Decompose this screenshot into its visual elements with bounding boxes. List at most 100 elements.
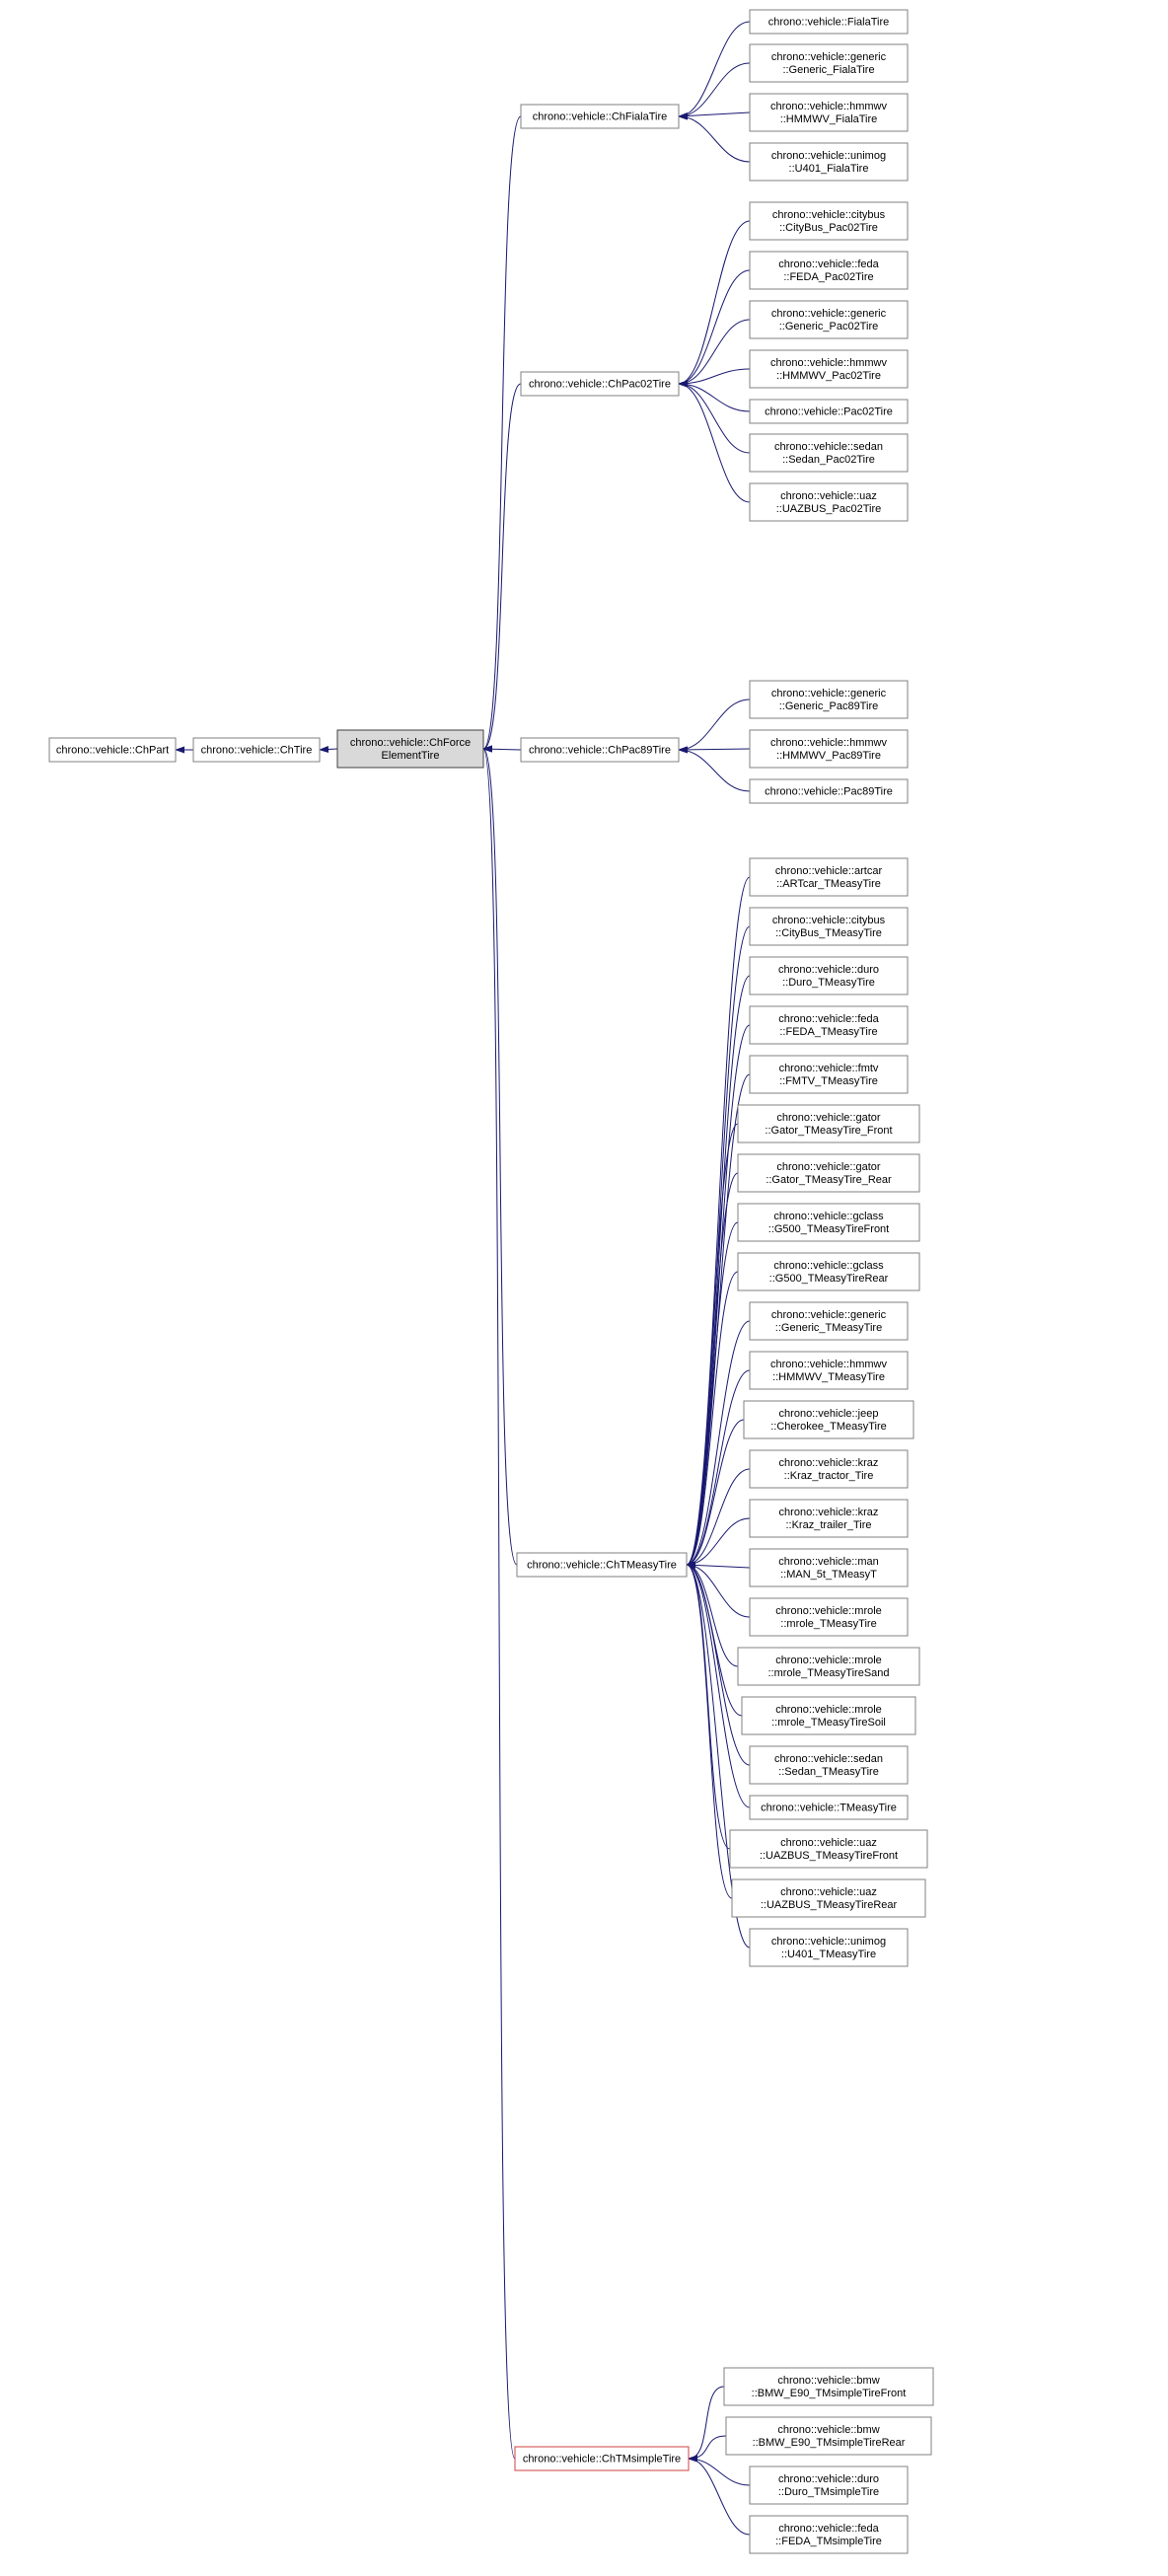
- class-node[interactable]: chrono::vehicle::mrole::mrole_TMeasyTire…: [742, 1697, 915, 1734]
- inheritance-edge: [679, 699, 750, 750]
- class-node-label: chrono::vehicle::duro: [778, 2473, 879, 2485]
- class-node-label: chrono::vehicle::duro: [778, 964, 879, 976]
- class-node-label: ::Cherokee_TMeasyTire: [770, 1421, 887, 1433]
- class-node[interactable]: chrono::vehicle::uaz::UAZBUS_Pac02Tire: [750, 483, 908, 521]
- class-node-label: chrono::vehicle::Pac02Tire: [765, 405, 893, 417]
- class-node-label: chrono::vehicle::citybus: [772, 915, 886, 926]
- class-node-label: ::CityBus_Pac02Tire: [779, 222, 878, 234]
- class-node-label: chrono::vehicle::ChPac89Tire: [529, 744, 671, 756]
- class-node[interactable]: chrono::vehicle::generic::Generic_Pac89T…: [750, 681, 908, 718]
- class-node-label: chrono::vehicle::gator: [776, 1161, 881, 1173]
- inheritance-edge: [679, 63, 750, 116]
- class-node-label: chrono::vehicle::mrole: [775, 1655, 882, 1666]
- class-node[interactable]: chrono::vehicle::fmtv::FMTV_TMeasyTire: [750, 1056, 908, 1093]
- class-node-label: ::Gator_TMeasyTire_Rear: [766, 1174, 892, 1186]
- class-node[interactable]: chrono::vehicle::ChTMeasyTire: [517, 1553, 687, 1577]
- class-node-label: chrono::vehicle::Pac89Tire: [765, 785, 893, 797]
- class-node[interactable]: chrono::vehicle::gator::Gator_TMeasyTire…: [738, 1154, 919, 1192]
- class-node[interactable]: chrono::vehicle::gator::Gator_TMeasyTire…: [738, 1105, 919, 1142]
- class-node-label: chrono::vehicle::ChFialaTire: [533, 110, 668, 122]
- class-node[interactable]: chrono::vehicle::bmw::BMW_E90_TMsimpleTi…: [724, 2368, 933, 2405]
- class-node[interactable]: chrono::vehicle::generic::Generic_TMeasy…: [750, 1302, 908, 1340]
- inheritance-edge: [679, 384, 750, 502]
- class-node[interactable]: chrono::vehicle::FialaTire: [750, 10, 908, 34]
- class-node[interactable]: chrono::vehicle::ChFialaTire: [521, 105, 679, 128]
- class-node[interactable]: chrono::vehicle::sedan::Sedan_TMeasyTire: [750, 1746, 908, 1784]
- class-node[interactable]: chrono::vehicle::Pac02Tire: [750, 400, 908, 423]
- class-node[interactable]: chrono::vehicle::mrole::mrole_TMeasyTire: [750, 1598, 908, 1636]
- class-node-label: ::Sedan_Pac02Tire: [782, 454, 875, 466]
- class-node[interactable]: chrono::vehicle::mrole::mrole_TMeasyTire…: [738, 1648, 919, 1685]
- class-node[interactable]: chrono::vehicle::sedan::Sedan_Pac02Tire: [750, 434, 908, 472]
- class-node-label: chrono::vehicle::gator: [776, 1112, 881, 1124]
- inheritance-edge: [687, 1222, 738, 1565]
- inheritance-edge: [679, 116, 750, 162]
- inheritance-edge: [483, 116, 521, 749]
- class-node-label: ::BMW_E90_TMsimpleTireRear: [753, 2437, 906, 2449]
- class-node[interactable]: chrono::vehicle::feda::FEDA_TMsimpleTire: [750, 2516, 908, 2553]
- class-node[interactable]: chrono::vehicle::duro::Duro_TMsimpleTire: [750, 2466, 908, 2504]
- class-node-label: chrono::vehicle::hmmwv: [770, 357, 887, 369]
- class-node[interactable]: chrono::vehicle::artcar::ARTcar_TMeasyTi…: [750, 858, 908, 896]
- class-node-label: chrono::vehicle::generic: [771, 51, 887, 63]
- inheritance-edge: [687, 1565, 738, 1666]
- class-node[interactable]: chrono::vehicle::ChPac02Tire: [521, 372, 679, 396]
- inheritance-edge: [679, 384, 750, 411]
- class-node-label: ::HMMWV_Pac02Tire: [776, 370, 881, 382]
- class-node[interactable]: chrono::vehicle::gclass::G500_TMeasyTire…: [738, 1204, 919, 1241]
- class-node[interactable]: chrono::vehicle::feda::FEDA_TMeasyTire: [750, 1006, 908, 1044]
- class-node-label: chrono::vehicle::ChPart: [56, 744, 169, 756]
- class-node[interactable]: chrono::vehicle::Pac89Tire: [750, 779, 908, 803]
- inheritance-edge: [679, 22, 750, 116]
- class-node-label: chrono::vehicle::ChTire: [201, 744, 313, 756]
- class-node-label: ::FEDA_TMsimpleTire: [775, 2536, 882, 2547]
- class-node[interactable]: chrono::vehicle::feda::FEDA_Pac02Tire: [750, 252, 908, 289]
- class-node-label: ::Generic_Pac02Tire: [779, 321, 878, 332]
- class-node[interactable]: chrono::vehicle::jeep::Cherokee_TMeasyTi…: [744, 1401, 913, 1438]
- class-node[interactable]: chrono::vehicle::kraz::Kraz_trailer_Tire: [750, 1500, 908, 1537]
- class-node[interactable]: chrono::vehicle::generic::Generic_FialaT…: [750, 44, 908, 82]
- class-node-label: chrono::vehicle::unimog: [771, 150, 886, 162]
- class-node[interactable]: chrono::vehicle::hmmwv::HMMWV_TMeasyTire: [750, 1352, 908, 1389]
- inheritance-edge: [679, 320, 750, 384]
- class-node[interactable]: chrono::vehicle::hmmwv::HMMWV_Pac02Tire: [750, 350, 908, 388]
- class-node[interactable]: chrono::vehicle::unimog::U401_TMeasyTire: [750, 1929, 908, 1966]
- class-node-label: ::FEDA_TMeasyTire: [779, 1026, 877, 1038]
- inheritance-edge: [679, 749, 750, 750]
- class-node[interactable]: chrono::vehicle::unimog::U401_FialaTire: [750, 143, 908, 181]
- inheritance-edge: [687, 1469, 750, 1565]
- class-node-label: chrono::vehicle::mrole: [775, 1605, 882, 1617]
- class-node[interactable]: chrono::vehicle::uaz::UAZBUS_TMeasyTireF…: [730, 1830, 927, 1868]
- class-node-label: ::FMTV_TMeasyTire: [779, 1075, 878, 1087]
- class-node-label: chrono::vehicle::uaz: [780, 1886, 877, 1898]
- class-node[interactable]: chrono::vehicle::ChForceElementTire: [337, 730, 483, 768]
- class-node[interactable]: chrono::vehicle::man::MAN_5t_TMeasyT: [750, 1549, 908, 1586]
- class-node-label: chrono::vehicle::TMeasyTire: [761, 1802, 897, 1813]
- class-node[interactable]: chrono::vehicle::citybus::CityBus_Pac02T…: [750, 202, 908, 240]
- class-node[interactable]: chrono::vehicle::duro::Duro_TMeasyTire: [750, 957, 908, 994]
- class-node[interactable]: chrono::vehicle::ChPart: [49, 738, 176, 762]
- class-node-label: ::Duro_TMeasyTire: [782, 977, 875, 989]
- class-node-label: chrono::vehicle::mrole: [775, 1704, 882, 1716]
- class-node[interactable]: chrono::vehicle::kraz::Kraz_tractor_Tire: [750, 1450, 908, 1488]
- class-node-label: chrono::vehicle::bmw: [777, 2424, 879, 2436]
- class-node-label: chrono::vehicle::gclass: [773, 1260, 884, 1272]
- class-node[interactable]: chrono::vehicle::hmmwv::HMMWV_Pac89Tire: [750, 730, 908, 768]
- class-node[interactable]: chrono::vehicle::TMeasyTire: [750, 1796, 908, 1819]
- class-node[interactable]: chrono::vehicle::ChPac89Tire: [521, 738, 679, 762]
- class-node-label: ::G500_TMeasyTireFront: [768, 1223, 889, 1235]
- class-node[interactable]: chrono::vehicle::generic::Generic_Pac02T…: [750, 301, 908, 338]
- class-node[interactable]: chrono::vehicle::bmw::BMW_E90_TMsimpleTi…: [726, 2417, 931, 2455]
- inheritance-edge: [483, 749, 521, 750]
- class-node[interactable]: chrono::vehicle::hmmwv::HMMWV_FialaTire: [750, 94, 908, 131]
- class-node[interactable]: chrono::vehicle::ChTMsimpleTire: [515, 2447, 689, 2470]
- class-node[interactable]: chrono::vehicle::uaz::UAZBUS_TMeasyTireR…: [732, 1879, 925, 1917]
- class-node-label: ::mrole_TMeasyTireSand: [767, 1667, 889, 1679]
- class-node-label: chrono::vehicle::bmw: [777, 2375, 879, 2387]
- class-node[interactable]: chrono::vehicle::gclass::G500_TMeasyTire…: [738, 1253, 919, 1290]
- class-node[interactable]: chrono::vehicle::citybus::CityBus_TMeasy…: [750, 908, 908, 945]
- nodes-group: chrono::vehicle::ChPartchrono::vehicle::…: [49, 10, 933, 2553]
- inheritance-edge: [687, 1565, 750, 1807]
- class-node-label: chrono::vehicle::fmtv: [779, 1063, 879, 1074]
- class-node[interactable]: chrono::vehicle::ChTire: [193, 738, 320, 762]
